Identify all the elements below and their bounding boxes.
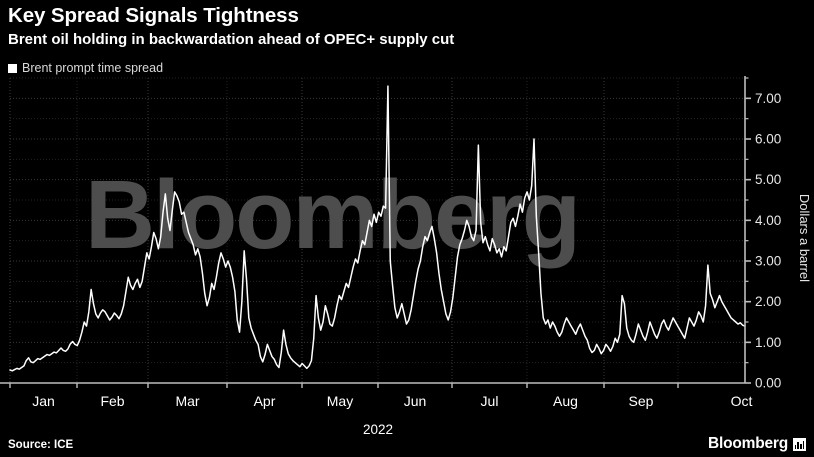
y-axis-minor-ticks [745, 77, 749, 364]
x-axis-title: 2022 [363, 422, 393, 437]
svg-text:1.00: 1.00 [755, 335, 781, 350]
grid-minor [10, 77, 745, 364]
chart-footer: Source: ICE Bloomberg [0, 431, 814, 457]
svg-text:Jul: Jul [481, 393, 499, 409]
svg-text:Apr: Apr [254, 393, 276, 409]
svg-text:Jan: Jan [32, 393, 55, 409]
svg-text:6.00: 6.00 [755, 132, 781, 147]
svg-text:7.00: 7.00 [755, 91, 781, 106]
svg-text:Oct: Oct [731, 393, 753, 409]
svg-text:2.00: 2.00 [755, 294, 781, 309]
legend-item-label: Brent prompt time spread [22, 61, 164, 75]
svg-text:3.00: 3.00 [755, 254, 781, 269]
y-axis-title: Dollars a barrel [797, 194, 812, 282]
svg-text:Jun: Jun [404, 393, 427, 409]
svg-text:Sep: Sep [629, 393, 654, 409]
brand-name-label: Bloomberg [707, 435, 788, 452]
page-title: Key Spread Signals Tightness [8, 4, 299, 27]
svg-text:May: May [327, 393, 353, 409]
bloomberg-watermark: Bloomberg [85, 160, 579, 269]
brand-logo: Bloomberg [708, 435, 806, 453]
source-label: Source: ICE [8, 439, 74, 451]
bloomberg-mark-icon [793, 437, 806, 451]
svg-text:0.00: 0.00 [755, 376, 781, 391]
svg-text:Aug: Aug [553, 393, 578, 409]
svg-text:4.00: 4.00 [755, 213, 781, 228]
svg-text:5.00: 5.00 [755, 172, 781, 187]
svg-text:Mar: Mar [175, 393, 199, 409]
x-axis-tick-labels: Jan Feb Mar Apr May Jun Jul Aug Sep Oct [9, 383, 753, 409]
chart-legend: Brent prompt time spread [8, 61, 163, 75]
legend-swatch-icon [8, 63, 17, 73]
svg-text:Feb: Feb [100, 393, 124, 409]
y-axis-tick-labels: 0.00 1.00 2.00 3.00 4.00 5.00 6.00 7.00 [745, 91, 781, 391]
series-line-brent-prompt-time-spread [9, 85, 746, 372]
chart-header: Key Spread Signals Tightness Brent oil h… [8, 4, 806, 50]
chart-subtitle: Brent oil holding in backwardation ahead… [8, 31, 455, 48]
